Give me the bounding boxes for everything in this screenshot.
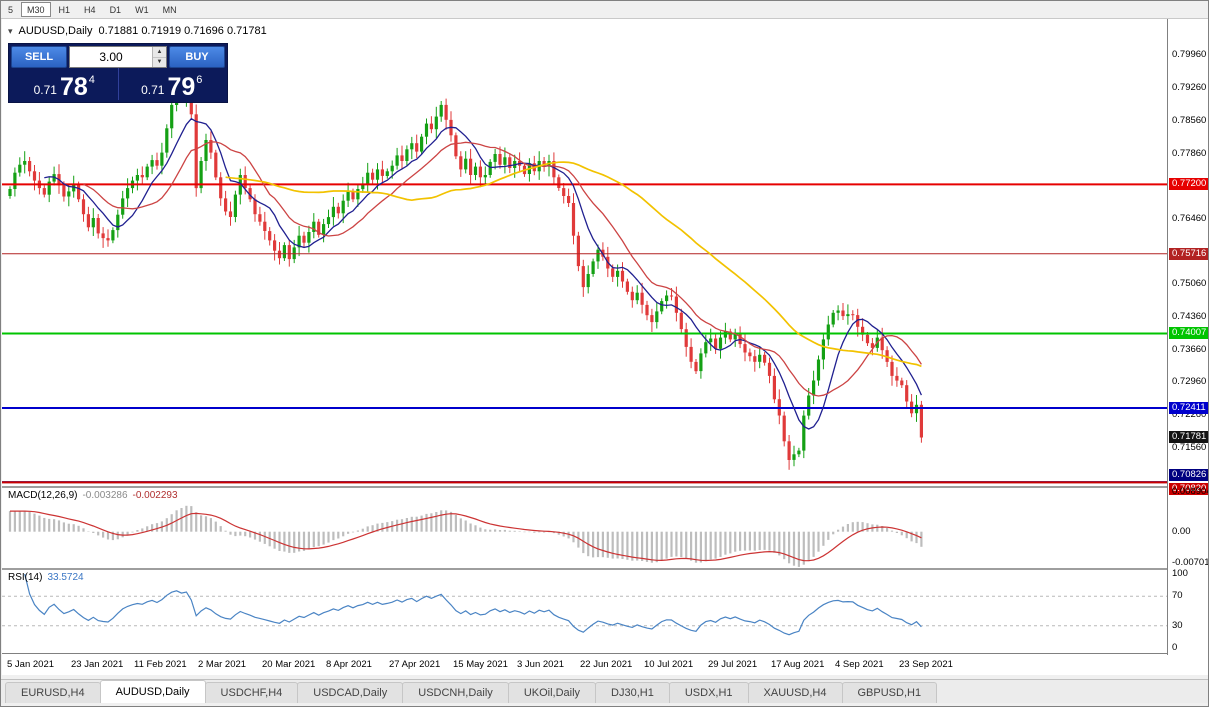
rsi-axis-label: 30 [1172, 620, 1183, 631]
tab-gbpusd-h1[interactable]: GBPUSD,H1 [841, 682, 938, 703]
price-axis-label: 0.79960 [1172, 49, 1207, 60]
chart-symbol-period: AUDUSD,Daily [18, 25, 93, 37]
price-level-badge: 0.70826 [1169, 469, 1208, 481]
tab-dj30-h1[interactable]: DJ30,H1 [595, 682, 670, 703]
volume-input[interactable] [70, 47, 152, 67]
date-label: 11 Feb 2021 [134, 659, 187, 670]
macd-main-value: -0.003286 [82, 490, 128, 501]
macd-axis-label: 0.00 [1172, 526, 1191, 537]
pane-splitter[interactable] [2, 568, 1208, 570]
date-label: 20 Mar 2021 [262, 659, 316, 670]
date-label: 10 Jul 2021 [644, 659, 694, 670]
price-level-badge: 0.74007 [1169, 327, 1208, 339]
rsi-name: RSI(14) [8, 572, 43, 583]
date-label: 22 Jun 2021 [580, 659, 633, 670]
buy-price-display[interactable]: 0.71 79 6 [117, 68, 226, 101]
chart-ohlc-values: 0.71881 0.71919 0.71696 0.71781 [98, 25, 267, 37]
chart-area: ▾ AUDUSD,Daily 0.71881 0.71919 0.71696 0… [2, 19, 1209, 675]
date-label: 2 Mar 2021 [198, 659, 247, 670]
time-axis-line [2, 653, 1208, 654]
date-label: 5 Jan 2021 [7, 659, 55, 670]
date-label: 29 Jul 2021 [708, 659, 758, 670]
chart-title: ▾ AUDUSD,Daily 0.71881 0.71919 0.71696 0… [8, 25, 267, 37]
chart-tabbar: EURUSD,H4 AUDUSD,Daily USDCHF,H4 USDCAD,Dai… [1, 679, 1208, 703]
sell-price-big: 78 [59, 72, 88, 101]
pane-splitter[interactable] [2, 486, 1208, 488]
timeframe-button-d1[interactable]: D1 [109, 4, 122, 15]
macd-label: MACD(12,26,9) -0.003286 -0.002293 [8, 490, 183, 501]
tab-ukoil-daily[interactable]: UKOil,Daily [507, 682, 597, 703]
sell-price-display[interactable]: 0.71 78 4 [11, 68, 118, 100]
price-level-badge: 0.70820 [1169, 483, 1208, 495]
timeframe-button-h1[interactable]: H1 [58, 4, 71, 15]
buy-price-prefix: 0.71 [141, 83, 165, 97]
price-axis-label: 0.74360 [1172, 311, 1207, 322]
price-level-badge: 0.75716 [1169, 248, 1208, 260]
timeframe-toolbar: 5 M30 H1 H4 D1 W1 MN [1, 1, 1208, 19]
macd-pane-canvas[interactable] [2, 488, 1167, 567]
date-label: 27 Apr 2021 [389, 659, 441, 670]
price-axis-label: 0.72960 [1172, 376, 1207, 387]
tab-xauusd-h4[interactable]: XAUUSD,H4 [747, 682, 843, 703]
macd-name: MACD(12,26,9) [8, 490, 78, 501]
timeframe-button-h4[interactable]: H4 [84, 4, 96, 15]
macd-axis-label: 0.008904 [1172, 486, 1209, 497]
price-level-badge: 0.72411 [1169, 402, 1208, 414]
date-label: 17 Aug 2021 [771, 659, 825, 670]
current-price-badge: 0.71781 [1169, 431, 1208, 443]
timeframe-button-w1[interactable]: W1 [135, 4, 149, 15]
rsi-axis-label: 0 [1172, 642, 1178, 653]
date-label: 15 May 2021 [453, 659, 508, 670]
date-label: 3 Jun 2021 [517, 659, 565, 670]
macd-axis-label: -0.007013 [1172, 557, 1209, 568]
price-level-badge: 0.77200 [1169, 178, 1208, 190]
price-axis-label: 0.75060 [1172, 278, 1207, 289]
sell-button[interactable]: SELL [11, 46, 67, 68]
price-axis-label: 0.79260 [1172, 82, 1207, 93]
rsi-pane-canvas[interactable] [2, 570, 1167, 652]
timeframe-button-5[interactable]: 5 [8, 4, 14, 15]
price-chart-canvas[interactable] [2, 19, 1167, 486]
rsi-axis-label: 70 [1172, 590, 1183, 601]
date-label: 23 Jan 2021 [71, 659, 124, 670]
volume-down-button[interactable]: ▼ [153, 57, 166, 67]
volume-up-button[interactable]: ▲ [153, 47, 166, 58]
tab-eurusd-h4[interactable]: EURUSD,H4 [5, 682, 101, 703]
tab-audusd-daily[interactable]: AUDUSD,Daily [99, 680, 206, 703]
buy-button[interactable]: BUY [169, 46, 225, 68]
timeframe-button-mn[interactable]: MN [162, 4, 177, 15]
rsi-value: 33.5724 [47, 572, 84, 583]
price-axis-label: 0.71560 [1172, 442, 1207, 453]
macd-signal-value: -0.002293 [132, 490, 178, 501]
price-axis-label: 0.72260 [1172, 409, 1207, 420]
price-axis-label: 0.73660 [1172, 344, 1207, 355]
time-axis[interactable]: 5 Jan 2021 23 Jan 2021 11 Feb 2021 2 Mar 20… [2, 655, 1167, 675]
timeframe-button-m30[interactable]: M30 [21, 2, 51, 17]
one-click-trading-panel: SELL ▲ ▼ BUY 0.71 78 4 0.71 [8, 43, 228, 103]
date-label: 23 Sep 2021 [899, 659, 953, 670]
tab-usdchf-h4[interactable]: USDCHF,H4 [204, 682, 299, 703]
tab-usdcnh-daily[interactable]: USDCNH,Daily [402, 682, 509, 703]
date-label: 8 Apr 2021 [326, 659, 372, 670]
date-label: 4 Sep 2021 [835, 659, 884, 670]
price-axis-label: 0.77860 [1172, 148, 1207, 159]
rsi-axis-label: 100 [1172, 568, 1188, 579]
sell-price-prefix: 0.71 [33, 83, 57, 97]
buy-price-sup: 6 [196, 74, 203, 86]
sell-price-sup: 4 [88, 74, 95, 86]
price-axis-label: 0.76460 [1172, 213, 1207, 224]
volume-spinner: ▲ ▼ [152, 47, 166, 67]
collapse-trade-panel-icon[interactable]: ▾ [8, 25, 13, 36]
volume-box: ▲ ▼ [69, 46, 167, 68]
price-axis[interactable]: 0.79960 0.79260 0.78560 0.77860 0.76460 0.750… [1167, 19, 1209, 655]
rsi-label: RSI(14) 33.5724 [8, 572, 89, 583]
price-axis-label: 0.78560 [1172, 115, 1207, 126]
tab-usdx-h1[interactable]: USDX,H1 [668, 682, 749, 703]
tab-usdcad-daily[interactable]: USDCAD,Daily [297, 682, 404, 703]
buy-price-big: 79 [167, 72, 196, 101]
